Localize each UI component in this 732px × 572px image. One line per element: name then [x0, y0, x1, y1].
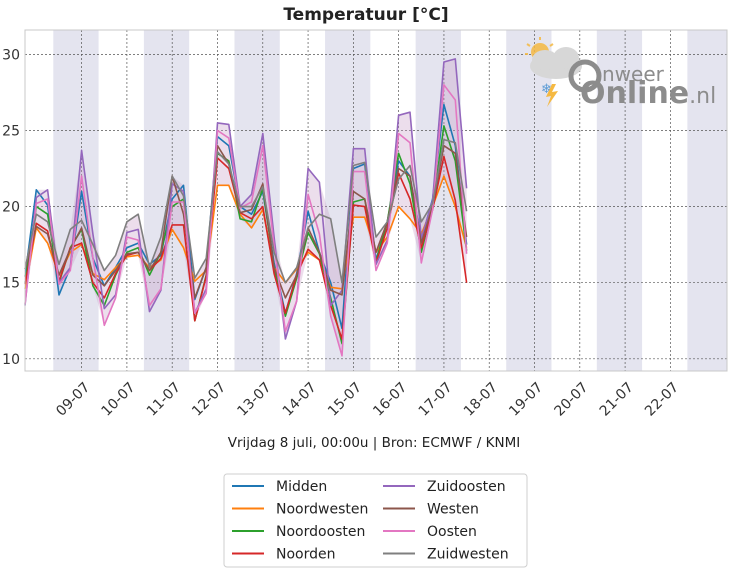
plot-frame — [24, 29, 728, 372]
day-band — [325, 30, 371, 371]
x-tick-label: 14-07 — [280, 379, 320, 419]
watermark-letter-o: O — [580, 76, 606, 111]
x-tick-label: 18-07 — [461, 379, 501, 419]
series-line-zuidwesten — [24, 138, 468, 284]
x-tick-label: 12-07 — [189, 379, 229, 419]
watermark-line2: nline — [606, 76, 690, 111]
chart-title: Temperatuur [°C] — [283, 5, 448, 25]
legend-label: Westen — [427, 502, 479, 518]
source-caption: Vrijdag 8 juli, 00:00u | Bron: ECMWF / K… — [228, 435, 520, 451]
day-band — [234, 30, 280, 371]
y-tick-label: 20 — [2, 200, 20, 216]
onweeronline-logo: ❄ nweer Online.nl — [525, 37, 716, 111]
legend-label: Zuidwesten — [427, 547, 509, 563]
y-tick-label: 15 — [2, 276, 20, 292]
x-tick-label: 09-07 — [53, 379, 93, 419]
legend-label: Noordwesten — [276, 502, 368, 518]
x-tick-label: 13-07 — [234, 379, 274, 419]
legend-label: Noordoosten — [276, 524, 365, 540]
x-tick-label: 19-07 — [506, 379, 546, 419]
x-tick-label: 15-07 — [325, 379, 365, 419]
x-tick-label: 20-07 — [551, 379, 591, 419]
watermark-line1: nweer — [602, 62, 665, 86]
legend-label: Midden — [276, 479, 327, 495]
series-line-oosten — [24, 84, 468, 357]
y-tick-label: 25 — [2, 123, 20, 139]
y-tick-label: 10 — [2, 352, 20, 368]
x-axis-ticks: 09-07 10-07 11-07 12-07 13-07 14-07 15-07 16-07… — [53, 379, 682, 419]
x-tick-label: 16-07 — [370, 379, 410, 419]
grid-lines — [25, 30, 727, 371]
day-band — [53, 30, 99, 371]
x-tick-label: 11-07 — [144, 379, 184, 419]
legend-label: Zuidoosten — [427, 479, 506, 495]
day-bands — [53, 30, 727, 371]
svg-text:❄: ❄ — [541, 82, 552, 97]
x-tick-label: 17-07 — [416, 379, 456, 419]
day-band — [506, 30, 552, 371]
svg-text:Online.nl: Online.nl — [580, 76, 716, 111]
legend-label: Noorden — [276, 547, 336, 563]
x-tick-label: 10-07 — [99, 379, 139, 419]
series-lines — [24, 58, 468, 357]
x-tick-label: 21-07 — [597, 379, 637, 419]
legend-box — [223, 473, 528, 568]
y-tick-label: 30 — [2, 47, 20, 63]
day-band — [687, 30, 727, 371]
weather-logo-icon: ❄ — [525, 37, 602, 107]
watermark-suffix: .nl — [689, 84, 716, 109]
x-tick-label: 22-07 — [642, 379, 682, 419]
legend: Midden Noordwesten Noordoosten Noorden Zuido… — [223, 473, 528, 568]
day-band — [596, 30, 643, 371]
series-line-zuidoosten — [24, 58, 468, 340]
y-axis-ticks: 10 15 20 25 30 — [2, 47, 20, 367]
legend-label: Oosten — [427, 524, 477, 540]
